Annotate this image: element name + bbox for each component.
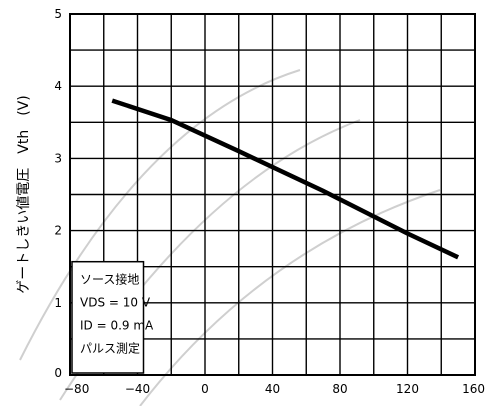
y-tick-label: 3 bbox=[54, 151, 62, 165]
series-line bbox=[111, 98, 460, 260]
plot-frame bbox=[69, 13, 476, 376]
y-tick-label: 1 bbox=[54, 296, 62, 310]
condition-line: パルス測定 bbox=[80, 341, 140, 356]
x-tick-label: −40 bbox=[125, 382, 150, 396]
condition-line: ソース接地 bbox=[80, 272, 139, 287]
x-tick-label: 40 bbox=[265, 382, 280, 396]
y-tick-label: 5 bbox=[54, 7, 62, 21]
conditions-box-frame bbox=[71, 260, 145, 374]
x-tick-label: −80 bbox=[64, 382, 89, 396]
x-tick-label: 0 bbox=[201, 382, 209, 396]
condition-line: ID = 0.9 mA bbox=[80, 319, 154, 333]
conditions-box: ソース接地 VDS = 10 V ID = 0.9 mA パルス測定 bbox=[71, 260, 154, 374]
y-tick-labels: 0 1 2 3 4 5 bbox=[54, 7, 62, 380]
y-axis-label: ゲートしきい値電圧 Vth (V) bbox=[16, 95, 32, 293]
x-tick-labels: −80 −40 0 40 80 120 160 bbox=[64, 382, 485, 396]
y-tick-label: 0 bbox=[54, 366, 62, 380]
grid bbox=[70, 14, 475, 375]
y-tick-label: 2 bbox=[54, 224, 62, 238]
x-tick-label: 160 bbox=[462, 382, 485, 396]
x-tick-label: 80 bbox=[332, 382, 347, 396]
x-tick-label: 120 bbox=[396, 382, 419, 396]
y-tick-label: 4 bbox=[54, 79, 62, 93]
series-layer bbox=[111, 98, 460, 260]
condition-line: VDS = 10 V bbox=[80, 296, 151, 310]
